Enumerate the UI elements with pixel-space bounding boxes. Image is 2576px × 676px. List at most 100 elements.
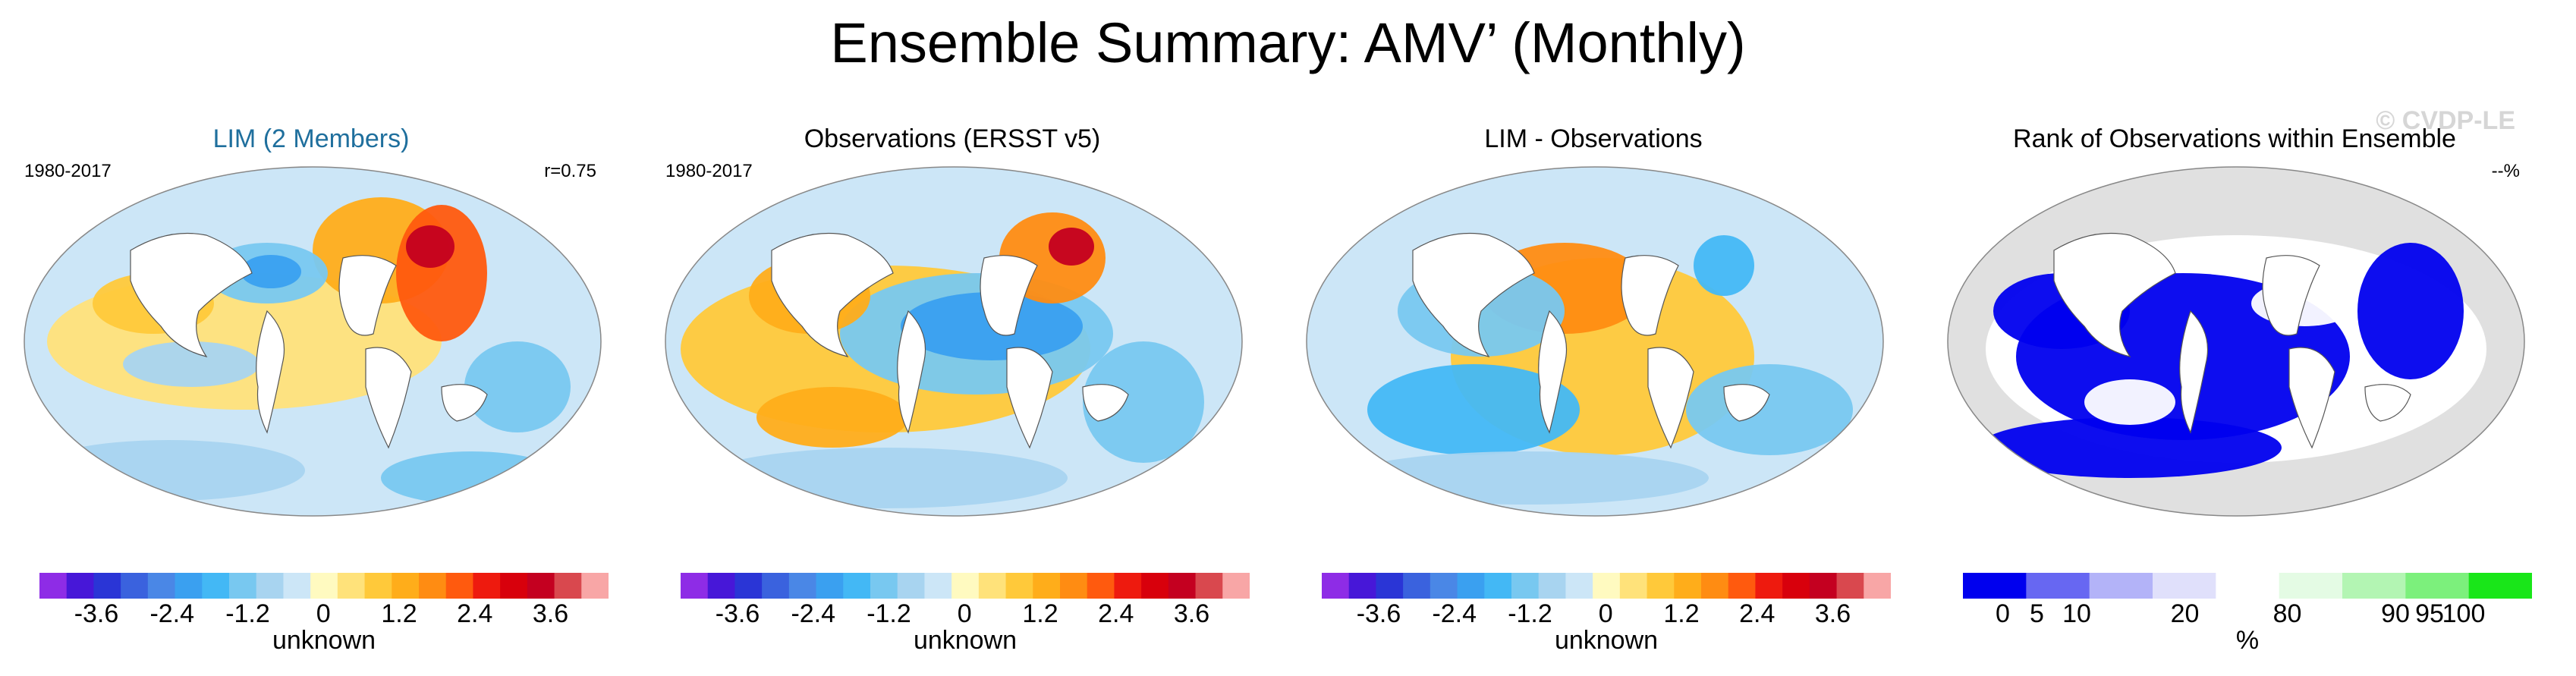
continent-outline bbox=[1082, 384, 1129, 422]
colorbar bbox=[1322, 573, 1891, 599]
colorbar-tick-label: 5 bbox=[2030, 599, 2044, 628]
colorbar-swatch bbox=[1168, 573, 1197, 599]
colorbar-swatch bbox=[734, 573, 763, 599]
colorbar-swatch bbox=[473, 573, 501, 599]
colorbar-swatch bbox=[2279, 573, 2343, 599]
continent-outline bbox=[130, 232, 253, 357]
colorbar-swatch bbox=[1511, 573, 1540, 599]
colorbar-swatch bbox=[1836, 573, 1864, 599]
continent-outline bbox=[2179, 310, 2209, 434]
colorbar-swatch bbox=[581, 573, 609, 599]
field-region bbox=[1049, 228, 1094, 266]
continent-outline bbox=[1006, 347, 1053, 449]
colorbar-swatch bbox=[1195, 573, 1223, 599]
continent-outline bbox=[1538, 310, 1568, 434]
field-region bbox=[464, 341, 571, 432]
colorbar bbox=[1963, 573, 2532, 599]
panel-lim: LIM (2 Members) 1980-2017 r=0.75 -3.6 -2.… bbox=[8, 121, 615, 668]
colorbar-swatch bbox=[816, 573, 844, 599]
field-region bbox=[1686, 364, 1853, 455]
colorbar-tick-label: 80 bbox=[2272, 599, 2302, 628]
continent-outline bbox=[1621, 255, 1679, 336]
colorbar-swatch bbox=[256, 573, 284, 599]
colorbar-swatch bbox=[1348, 573, 1376, 599]
colorbar-tick-label: -2.4 bbox=[149, 599, 195, 628]
colorbar-swatch bbox=[66, 573, 94, 599]
colorbar-tick-label: 2.4 bbox=[1098, 599, 1134, 628]
panel-period: 1980-2017 bbox=[665, 161, 753, 181]
colorbar-swatch bbox=[978, 573, 1007, 599]
colorbar-tick-label: 20 bbox=[2170, 599, 2200, 628]
colorbar-swatch bbox=[1005, 573, 1033, 599]
colorbar-swatch bbox=[1593, 573, 1621, 599]
colorbar-swatch bbox=[1403, 573, 1431, 599]
colorbar-swatch bbox=[1141, 573, 1169, 599]
world-map bbox=[1947, 166, 2525, 517]
colorbar-swatch bbox=[1087, 573, 1115, 599]
world-map bbox=[1306, 166, 1884, 517]
colorbar bbox=[39, 573, 609, 599]
colorbar-swatch bbox=[788, 573, 817, 599]
colorbar-label: unknown bbox=[1554, 626, 1659, 655]
colorbar-swatch bbox=[500, 573, 528, 599]
colorbar-tick-label: 100 bbox=[2442, 599, 2486, 628]
field-region bbox=[381, 451, 563, 505]
continent-outline bbox=[2053, 232, 2176, 357]
colorbar-ticks: -3.6 -2.4 -1.2 0 1.2 2.4 3.6 bbox=[681, 599, 1250, 637]
colorbar-tick-label: -3.6 bbox=[715, 599, 760, 628]
colorbar-swatch bbox=[2342, 573, 2406, 599]
field-region bbox=[1083, 341, 1204, 463]
field-region bbox=[1694, 235, 1754, 296]
colorbar-swatch bbox=[554, 573, 582, 599]
colorbar-swatch bbox=[1674, 573, 1702, 599]
continent-outline bbox=[897, 310, 926, 434]
continent-outline bbox=[338, 255, 397, 336]
panel-rank: Rank of Observations within Ensemble --%… bbox=[1931, 121, 2538, 668]
colorbar-swatch bbox=[2026, 573, 2090, 599]
field-region bbox=[1345, 451, 1709, 505]
colorbar-tick-label: 0 bbox=[1996, 599, 2010, 628]
colorbar-swatch bbox=[1060, 573, 1088, 599]
colorbar-swatch bbox=[2216, 573, 2280, 599]
colorbar-swatch bbox=[147, 573, 176, 599]
colorbar-swatch bbox=[1484, 573, 1512, 599]
colorbar-swatch bbox=[924, 573, 952, 599]
field-region bbox=[241, 255, 301, 288]
continent-outline bbox=[365, 347, 412, 449]
colorbar-ticks: -3.6 -2.4 -1.2 0 1.2 2.4 3.6 bbox=[1322, 599, 1891, 637]
continent-outline bbox=[1412, 232, 1535, 357]
colorbar-ticks: -3.6 -2.4 -1.2 0 1.2 2.4 3.6 bbox=[39, 599, 609, 637]
colorbar-swatch bbox=[39, 573, 68, 599]
colorbar-swatch bbox=[445, 573, 473, 599]
continent-outline bbox=[2288, 347, 2335, 449]
colorbar-swatch bbox=[1114, 573, 1142, 599]
colorbar-tick-label: 3.6 bbox=[532, 599, 569, 628]
colorbar-swatch bbox=[1755, 573, 1783, 599]
colorbar-swatch bbox=[310, 573, 338, 599]
field-region bbox=[1978, 417, 2282, 478]
colorbar-tick-label: 1.2 bbox=[381, 599, 417, 628]
colorbar-swatch bbox=[337, 573, 366, 599]
colorbar-swatch bbox=[1376, 573, 1404, 599]
colorbar-tick-label: 2.4 bbox=[1739, 599, 1776, 628]
world-map bbox=[24, 166, 602, 517]
colorbar-swatch bbox=[229, 573, 257, 599]
colorbar-swatch bbox=[870, 573, 898, 599]
colorbar-swatch bbox=[1728, 573, 1756, 599]
colorbar-swatch bbox=[681, 573, 709, 599]
colorbar-swatch bbox=[93, 573, 121, 599]
watermark: © CVDP-LE bbox=[2376, 106, 2515, 135]
colorbar-swatch bbox=[2405, 573, 2470, 599]
colorbar-swatch bbox=[202, 573, 230, 599]
colorbar-tick-label: 95 bbox=[2415, 599, 2444, 628]
colorbar-tick-label: 10 bbox=[2062, 599, 2091, 628]
colorbar-swatch bbox=[527, 573, 555, 599]
colorbar-tick-label: -3.6 bbox=[74, 599, 119, 628]
colorbar-swatch bbox=[951, 573, 980, 599]
colorbar-swatch bbox=[1701, 573, 1729, 599]
colorbar-tick-label: -1.2 bbox=[867, 599, 911, 628]
colorbar-swatch bbox=[1322, 573, 1350, 599]
colorbar-tick-label: -2.4 bbox=[1432, 599, 1477, 628]
colorbar-tick-label: 0 bbox=[1598, 599, 1613, 628]
continent-outline bbox=[441, 384, 488, 422]
